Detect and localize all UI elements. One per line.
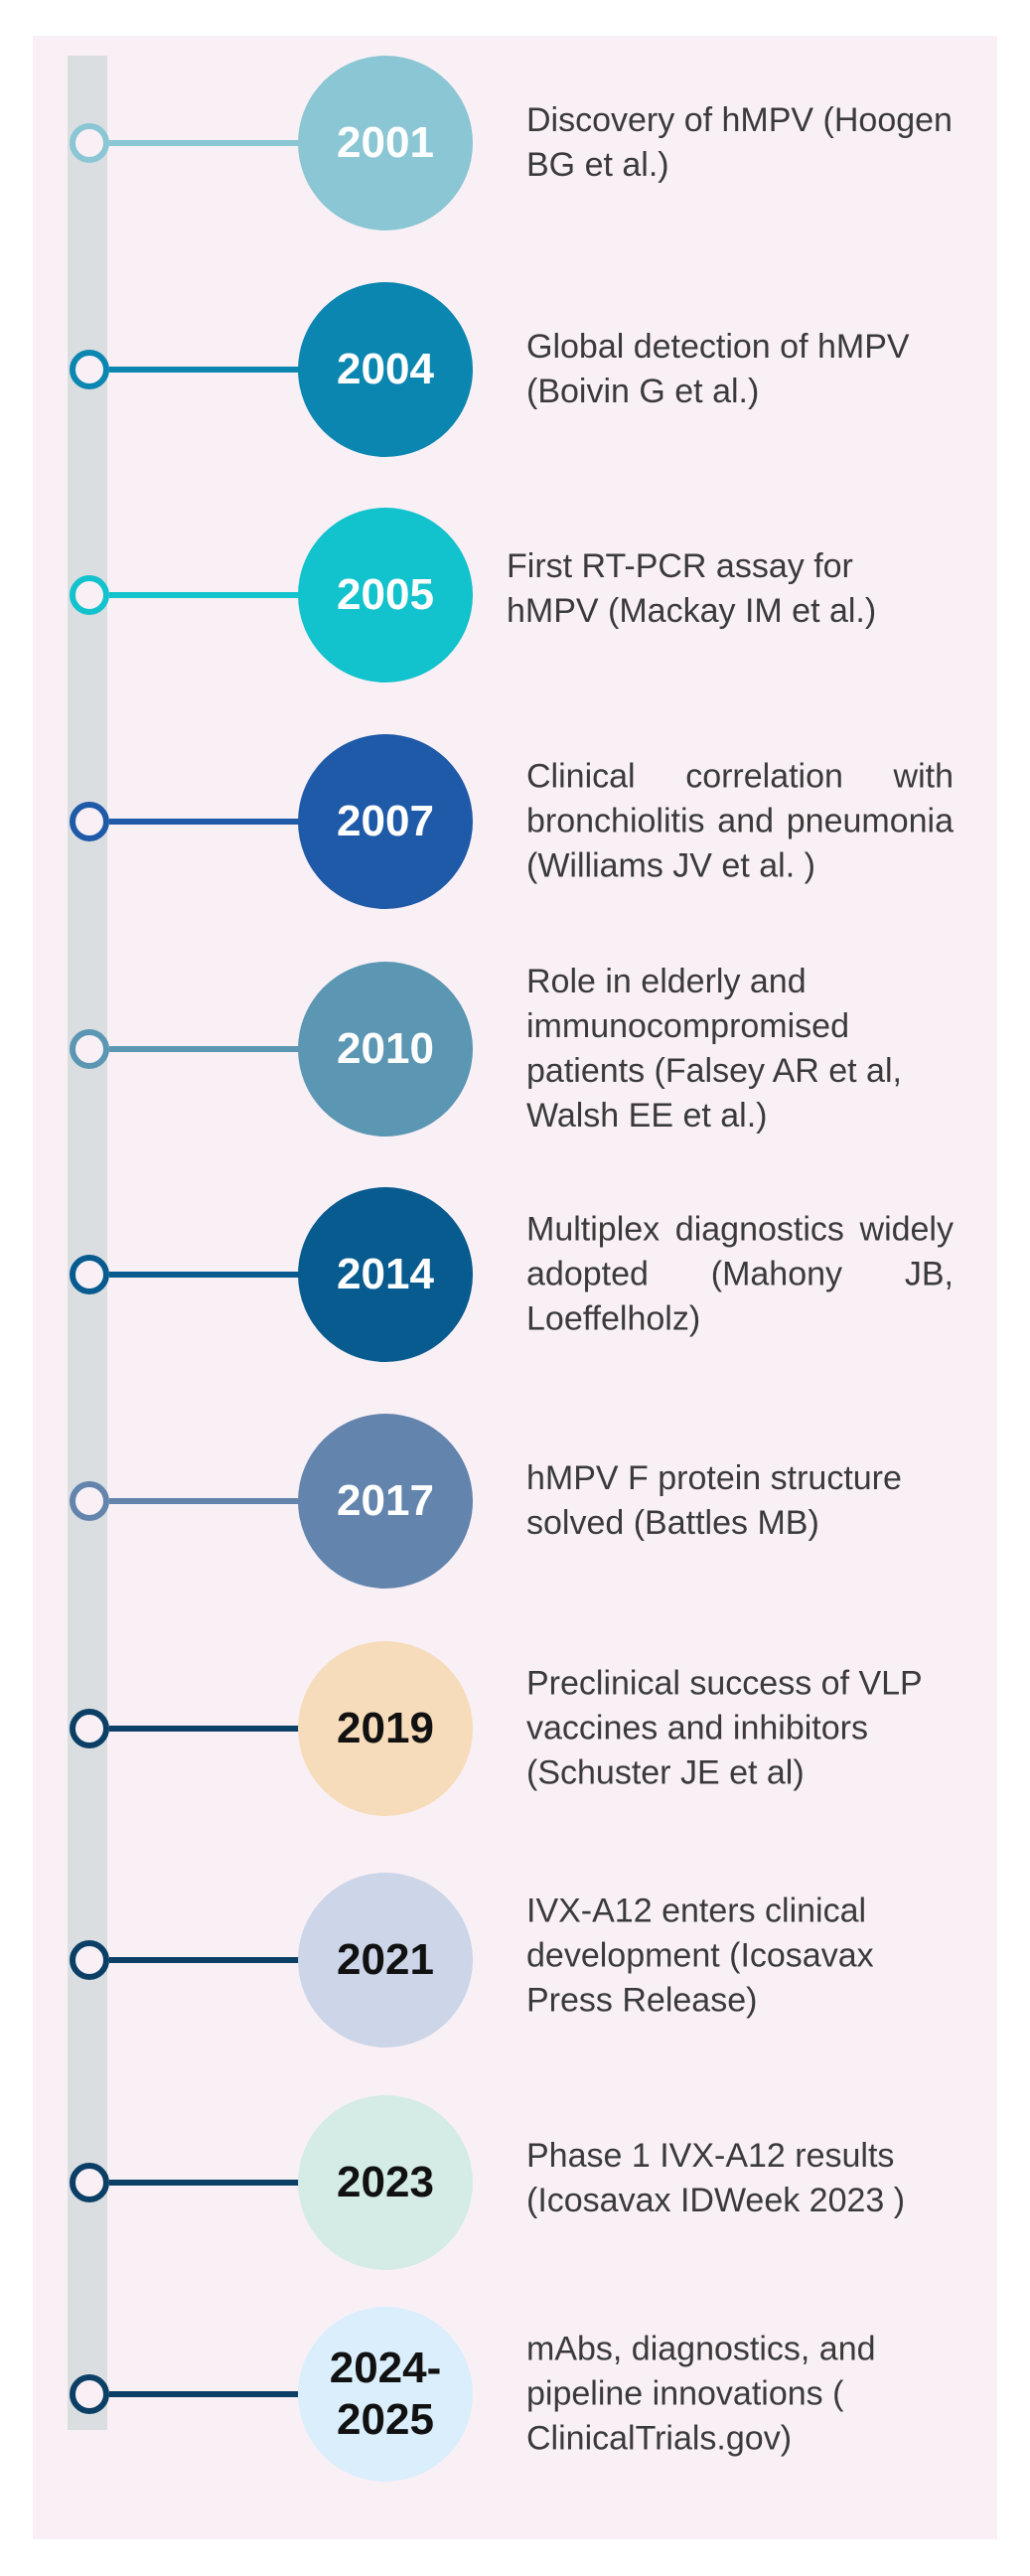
year-circle: 2021	[298, 1873, 473, 2047]
timeline-node	[70, 2374, 109, 2414]
milestone-description: Preclinical success of VLP vaccines and …	[526, 1664, 923, 1792]
connector-line	[109, 1498, 308, 1504]
connector-line	[109, 140, 308, 146]
timeline-node	[70, 802, 109, 841]
year-label: 2021	[337, 1935, 434, 1984]
milestone-description: mAbs, diagnostics, and pipeline innovati…	[526, 2330, 876, 2458]
year-circle: 2014	[298, 1187, 473, 1362]
timeline-panel	[33, 36, 997, 2539]
year-circle: 2005	[298, 508, 473, 682]
timeline-spine	[68, 56, 107, 2430]
year-circle: 2001	[298, 56, 473, 230]
milestone-description: First RT-PCR assay for hMPV (Mackay IM e…	[507, 547, 877, 630]
year-circle: 2023	[298, 2095, 473, 2270]
year-label: 2014	[337, 1250, 434, 1298]
timeline-node	[70, 123, 109, 163]
timeline-node	[70, 1481, 109, 1521]
timeline-node	[70, 1255, 109, 1294]
year-label: 2023	[337, 2158, 434, 2206]
milestone-description: Discovery of hMPV (Hoogen BG et al.)	[526, 101, 953, 184]
connector-line	[109, 367, 308, 373]
timeline-node	[70, 2163, 109, 2202]
milestone-description: IVX-A12 enters clinical development (Ico…	[526, 1892, 874, 2020]
connector-line	[109, 592, 308, 598]
timeline-node	[70, 1029, 109, 1069]
year-circle: 2017	[298, 1414, 473, 1589]
year-circle: 2004	[298, 282, 473, 457]
year-label: 2010	[337, 1024, 434, 1073]
milestone-description: Phase 1 IVX-A12 results (Icosavax IDWeek…	[526, 2137, 906, 2219]
year-label: 2007	[337, 797, 434, 845]
milestone-description: Multiplex diagnostics widely adopted (Ma…	[526, 1210, 954, 1338]
connector-line	[109, 2391, 308, 2397]
year-circle: 2024- 2025	[298, 2307, 473, 2482]
connector-line	[109, 819, 308, 825]
year-label: 2001	[337, 118, 434, 167]
year-label: 2005	[337, 570, 434, 619]
milestone-description: Global detection of hMPV (Boivin G et al…	[526, 328, 910, 410]
timeline-node	[70, 575, 109, 615]
year-circle: 2019	[298, 1641, 473, 1816]
year-label: 2024- 2025	[329, 2344, 442, 2444]
year-label: 2017	[337, 1476, 434, 1525]
milestone-description: Role in elderly and immunocompromised pa…	[526, 963, 902, 1135]
milestone-description: hMPV F protein structure solved (Battles…	[526, 1459, 902, 1542]
timeline-node	[70, 1940, 109, 1980]
year-circle: 2007	[298, 734, 473, 909]
milestone-description: Clinical correlation with bronchiolitis …	[526, 757, 954, 885]
year-label: 2019	[337, 1704, 434, 1752]
connector-line	[109, 2180, 308, 2186]
timeline-node	[70, 350, 109, 389]
connector-line	[109, 1046, 308, 1052]
connector-line	[109, 1957, 308, 1963]
connector-line	[109, 1272, 308, 1278]
year-label: 2004	[337, 345, 434, 393]
timeline-node	[70, 1709, 109, 1748]
year-circle: 2010	[298, 962, 473, 1136]
connector-line	[109, 1726, 308, 1732]
